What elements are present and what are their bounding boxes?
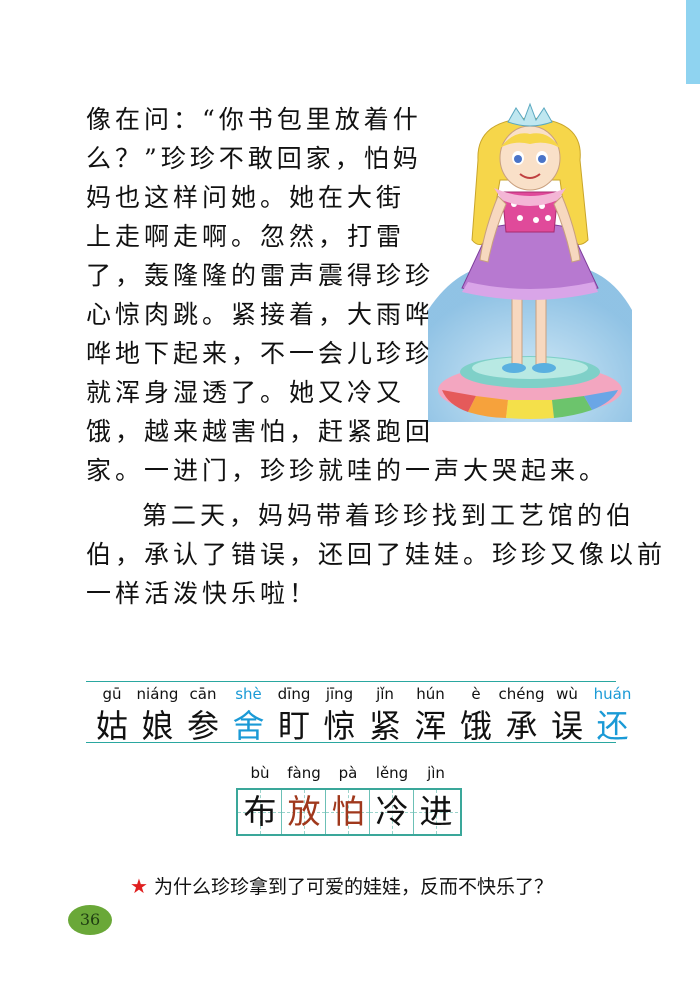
text-line: 妈也这样问她。她在大街 bbox=[86, 183, 406, 212]
text-line: 上走啊走啊。忽然，打雷 bbox=[86, 222, 406, 251]
grid-cell: 怕 bbox=[326, 790, 370, 834]
doll-illustration bbox=[428, 102, 632, 422]
grid-character: 布 bbox=[243, 792, 277, 831]
vocab-top-rule bbox=[86, 681, 616, 682]
text-line: 了，轰隆隆的雷声震得珍珍 bbox=[86, 261, 435, 290]
vocab-bottom-rule bbox=[86, 742, 616, 743]
question-text: 为什么珍珍拿到了可爱的娃娃，反而不快乐了？ bbox=[153, 876, 553, 898]
grid-cell: 冷 bbox=[370, 790, 414, 834]
edge-tab bbox=[686, 0, 700, 84]
grid-character: 进 bbox=[419, 792, 453, 831]
vocab-character: 饿 bbox=[459, 707, 492, 745]
vocab-pinyin: chéng bbox=[498, 685, 545, 703]
vocab-pinyin: huán bbox=[593, 685, 632, 703]
vocab-pinyin: dīng bbox=[277, 685, 311, 703]
grid-cell: 布 bbox=[238, 790, 282, 834]
vocab-pinyin: hún bbox=[416, 685, 445, 703]
grid-pinyin: lěng bbox=[375, 764, 409, 782]
vocab-character: 姑 bbox=[95, 707, 128, 745]
text-line: 哗地下起来，不一会儿珍珍 bbox=[86, 339, 435, 368]
vocab-pinyin: jǐn bbox=[376, 685, 394, 703]
vocab-pinyin: shè bbox=[235, 685, 262, 703]
text-line: 第二天，妈妈带着珍珍找到工艺馆的伯 bbox=[142, 501, 636, 530]
grid-character: 怕 bbox=[331, 792, 365, 831]
text-line: 么？”珍珍不敢回家，怕妈 bbox=[86, 144, 422, 173]
vocab-character: 盯 bbox=[277, 707, 310, 745]
star-icon: ★ bbox=[130, 874, 148, 898]
vocab-character: 误 bbox=[550, 707, 583, 745]
grid-guide-vertical bbox=[391, 790, 393, 834]
discussion-question: ★ 为什么珍珍拿到了可爱的娃娃，反而不快乐了？ bbox=[130, 872, 553, 899]
text-line: 就浑身湿透了。她又冷又 bbox=[86, 378, 406, 407]
grid-cell: 放 bbox=[282, 790, 326, 834]
vocab-pinyin: niáng bbox=[136, 685, 179, 703]
grid-character: 冷 bbox=[375, 792, 409, 831]
vocab-pinyin: jīng bbox=[325, 685, 354, 703]
vocab-character: 娘 bbox=[141, 707, 174, 745]
vocab-character: 紧 bbox=[368, 707, 401, 745]
grid-guide-vertical bbox=[347, 790, 349, 834]
text-line: 心惊肉跳。紧接着，大雨哗 bbox=[86, 300, 435, 329]
grid-character: 放 bbox=[287, 792, 321, 831]
grid-pinyin: bù bbox=[250, 764, 270, 782]
text-line: 伯，承认了错误，还回了娃娃。珍珍又像以前 bbox=[86, 540, 667, 569]
vocab-character: 惊 bbox=[323, 707, 356, 745]
vocab-pinyin: gū bbox=[102, 685, 122, 703]
vocab-pinyin: wù bbox=[556, 685, 578, 703]
vocab-character: 舍 bbox=[232, 707, 265, 745]
text-line: 一样活泼快乐啦！ bbox=[86, 579, 319, 608]
grid-pinyin: fàng bbox=[287, 764, 321, 782]
text-line: 家。一进门，珍珍就哇的一声大哭起来。 bbox=[86, 456, 609, 485]
grid-pinyin: jìn bbox=[427, 764, 445, 782]
text-line: 像在问：“你书包里放着什 bbox=[86, 105, 422, 134]
vocab-character: 承 bbox=[505, 707, 538, 745]
vocab-character: 浑 bbox=[414, 707, 447, 745]
text-line: 饿，越来越害怕，赶紧跑回 bbox=[86, 417, 435, 446]
vocab-pinyin: è bbox=[471, 685, 481, 703]
vocab-character: 参 bbox=[186, 707, 219, 745]
writing-grid: 布放怕冷进 bbox=[236, 788, 462, 836]
vocab-character: 还 bbox=[596, 707, 629, 745]
grid-pinyin: pà bbox=[338, 764, 358, 782]
grid-guide-vertical bbox=[259, 790, 261, 834]
page-number-badge: 36 bbox=[68, 905, 112, 935]
grid-guide-vertical bbox=[436, 790, 437, 834]
grid-cell: 进 bbox=[414, 790, 458, 834]
grid-guide-vertical bbox=[303, 790, 305, 834]
page-number: 36 bbox=[79, 910, 101, 929]
vocab-pinyin: cān bbox=[189, 685, 217, 703]
